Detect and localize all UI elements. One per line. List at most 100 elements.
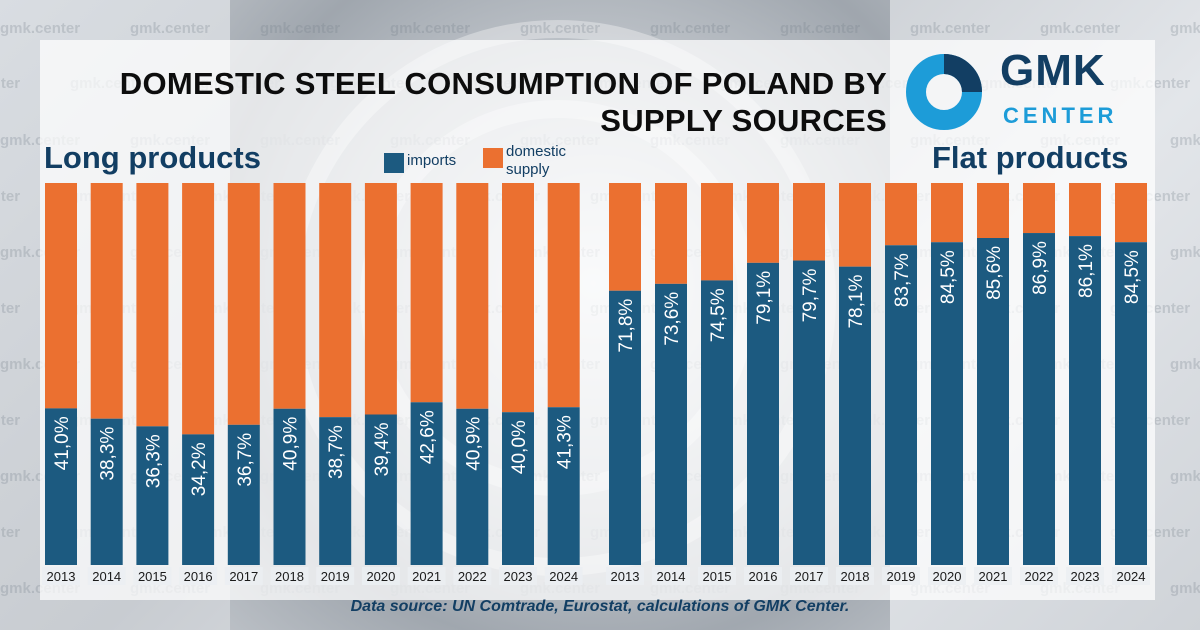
flat-year-2013: 2013 bbox=[611, 569, 640, 584]
flat-year-2017: 2017 bbox=[795, 569, 824, 584]
flat-year-box-2013 bbox=[606, 567, 644, 585]
flat-bar-domestic-2013 bbox=[609, 183, 641, 291]
long-bar-domestic-2023 bbox=[502, 183, 534, 413]
watermark-text: gmk.center bbox=[780, 20, 861, 37]
long-year-2020: 2020 bbox=[366, 569, 395, 584]
long-label-2020: 39,4% bbox=[372, 422, 393, 476]
flat-year-box-2014 bbox=[652, 567, 690, 585]
flat-year-2019: 2019 bbox=[887, 569, 916, 584]
flat-bar-imports-2019 bbox=[885, 245, 917, 566]
long-bar-imports-2021 bbox=[410, 402, 443, 565]
flat-year-2014: 2014 bbox=[657, 569, 686, 584]
long-year-2016: 2016 bbox=[184, 569, 213, 584]
watermark-text: gmk.center bbox=[910, 20, 991, 37]
flat-label-2024: 84,5% bbox=[1122, 250, 1143, 304]
long-year-box-2016 bbox=[179, 567, 218, 585]
flat-year-box-2019 bbox=[882, 567, 920, 585]
flat-year-box-2015 bbox=[698, 567, 736, 585]
long-bar-domestic-2015 bbox=[136, 183, 169, 427]
long-year-2019: 2019 bbox=[321, 569, 350, 584]
watermark-text: gmk.center bbox=[0, 412, 21, 429]
legend-domestic-swatch bbox=[483, 148, 503, 168]
flat-label-2013: 71,8% bbox=[616, 299, 637, 353]
flat-bar-domestic-2015 bbox=[701, 183, 733, 281]
legend-domestic-label: domestic supply bbox=[506, 143, 566, 179]
watermark-text: gmk.center bbox=[1170, 132, 1200, 149]
gmk-logo-icon bbox=[906, 54, 982, 130]
watermark-text: gmk.center bbox=[650, 20, 731, 37]
flat-bar-domestic-2016 bbox=[747, 183, 779, 263]
long-label-2018: 40,9% bbox=[281, 417, 302, 471]
flat-year-box-2017 bbox=[790, 567, 828, 585]
flat-year-2023: 2023 bbox=[1071, 569, 1100, 584]
watermark-text: gmk.center bbox=[1170, 20, 1200, 37]
long-year-box-2017 bbox=[224, 567, 263, 585]
flat-bar-imports-2015 bbox=[701, 280, 733, 565]
logo-text-gmk: GMK bbox=[1000, 46, 1106, 95]
long-year-box-2018 bbox=[270, 567, 309, 585]
long-label-2022: 40,9% bbox=[463, 417, 484, 471]
long-year-box-2022 bbox=[453, 567, 492, 585]
flat-bar-imports-2013 bbox=[609, 290, 641, 565]
flat-bar-imports-2017 bbox=[793, 260, 825, 565]
flat-year-box-2024 bbox=[1112, 567, 1150, 585]
data-source-note: Data source: UN Comtrade, Eurostat, calc… bbox=[350, 598, 850, 615]
flat-bar-domestic-2020 bbox=[931, 183, 963, 243]
long-bar-domestic-2024 bbox=[547, 183, 580, 408]
legend-domestic: domestic supply bbox=[483, 143, 566, 179]
flat-label-2018: 78,1% bbox=[846, 275, 867, 329]
flat-bar-imports-2022 bbox=[1023, 233, 1055, 566]
long-year-2023: 2023 bbox=[504, 569, 533, 584]
long-bar-domestic-2021 bbox=[410, 183, 443, 403]
flat-bar-domestic-2017 bbox=[793, 183, 825, 261]
long-year-2024: 2024 bbox=[549, 569, 578, 584]
long-products-title: Long products bbox=[44, 140, 261, 175]
flat-bar-domestic-2021 bbox=[977, 183, 1009, 239]
long-label-2015: 36,3% bbox=[143, 434, 164, 488]
long-bar-imports-2016 bbox=[182, 434, 215, 565]
flat-label-2021: 85,6% bbox=[984, 246, 1005, 300]
long-bar-imports-2017 bbox=[227, 424, 260, 565]
flat-year-box-2018 bbox=[836, 567, 874, 585]
long-year-box-2019 bbox=[316, 567, 355, 585]
long-bar-domestic-2018 bbox=[273, 183, 306, 409]
flat-label-2015: 74,5% bbox=[708, 288, 729, 342]
flat-label-2016: 79,1% bbox=[754, 271, 775, 325]
long-year-2017: 2017 bbox=[229, 569, 258, 584]
flat-label-2020: 84,5% bbox=[938, 250, 959, 304]
title-line-2: SUPPLY SOURCES bbox=[600, 103, 887, 139]
chart-title: DOMESTIC STEEL CONSUMPTION OF POLAND BY … bbox=[67, 65, 887, 139]
flat-bar-imports-2021 bbox=[977, 238, 1009, 565]
flat-label-2017: 79,7% bbox=[800, 268, 821, 322]
title-line-1: DOMESTIC STEEL CONSUMPTION OF POLAND BY bbox=[119, 66, 887, 101]
flat-bar-domestic-2024 bbox=[1115, 183, 1147, 243]
watermark-text: gmk.center bbox=[0, 20, 81, 37]
flat-year-2022: 2022 bbox=[1025, 569, 1054, 584]
flat-bar-imports-2014 bbox=[655, 283, 687, 565]
long-bar-domestic-2014 bbox=[90, 183, 123, 419]
long-bar-imports-2015 bbox=[136, 426, 169, 565]
watermark-text: gmk.center bbox=[1040, 20, 1121, 37]
long-label-2021: 42,6% bbox=[418, 410, 439, 464]
long-label-2014: 38,3% bbox=[98, 427, 119, 481]
long-year-box-2014 bbox=[87, 567, 126, 585]
long-year-box-2013 bbox=[42, 567, 80, 585]
legend-domestic-line1: domestic bbox=[506, 143, 567, 160]
flat-bar-imports-2018 bbox=[839, 266, 871, 565]
long-bar-imports-2013 bbox=[45, 408, 77, 565]
flat-bar-domestic-2018 bbox=[839, 183, 871, 267]
long-year-2014: 2014 bbox=[92, 569, 121, 584]
flat-label-2019: 83,7% bbox=[892, 253, 913, 307]
flat-bar-imports-2024 bbox=[1115, 242, 1147, 565]
long-year-box-2020 bbox=[361, 567, 400, 585]
long-bar-domestic-2019 bbox=[319, 183, 352, 418]
long-bar-imports-2022 bbox=[456, 408, 489, 565]
flat-year-box-2022 bbox=[1020, 567, 1058, 585]
flat-bar-domestic-2014 bbox=[655, 183, 687, 284]
flat-label-2023: 86,1% bbox=[1076, 244, 1097, 298]
legend-imports-swatch bbox=[384, 153, 404, 173]
flat-year-2018: 2018 bbox=[841, 569, 870, 584]
long-bar-domestic-2017 bbox=[227, 183, 260, 425]
long-year-2022: 2022 bbox=[458, 569, 487, 584]
